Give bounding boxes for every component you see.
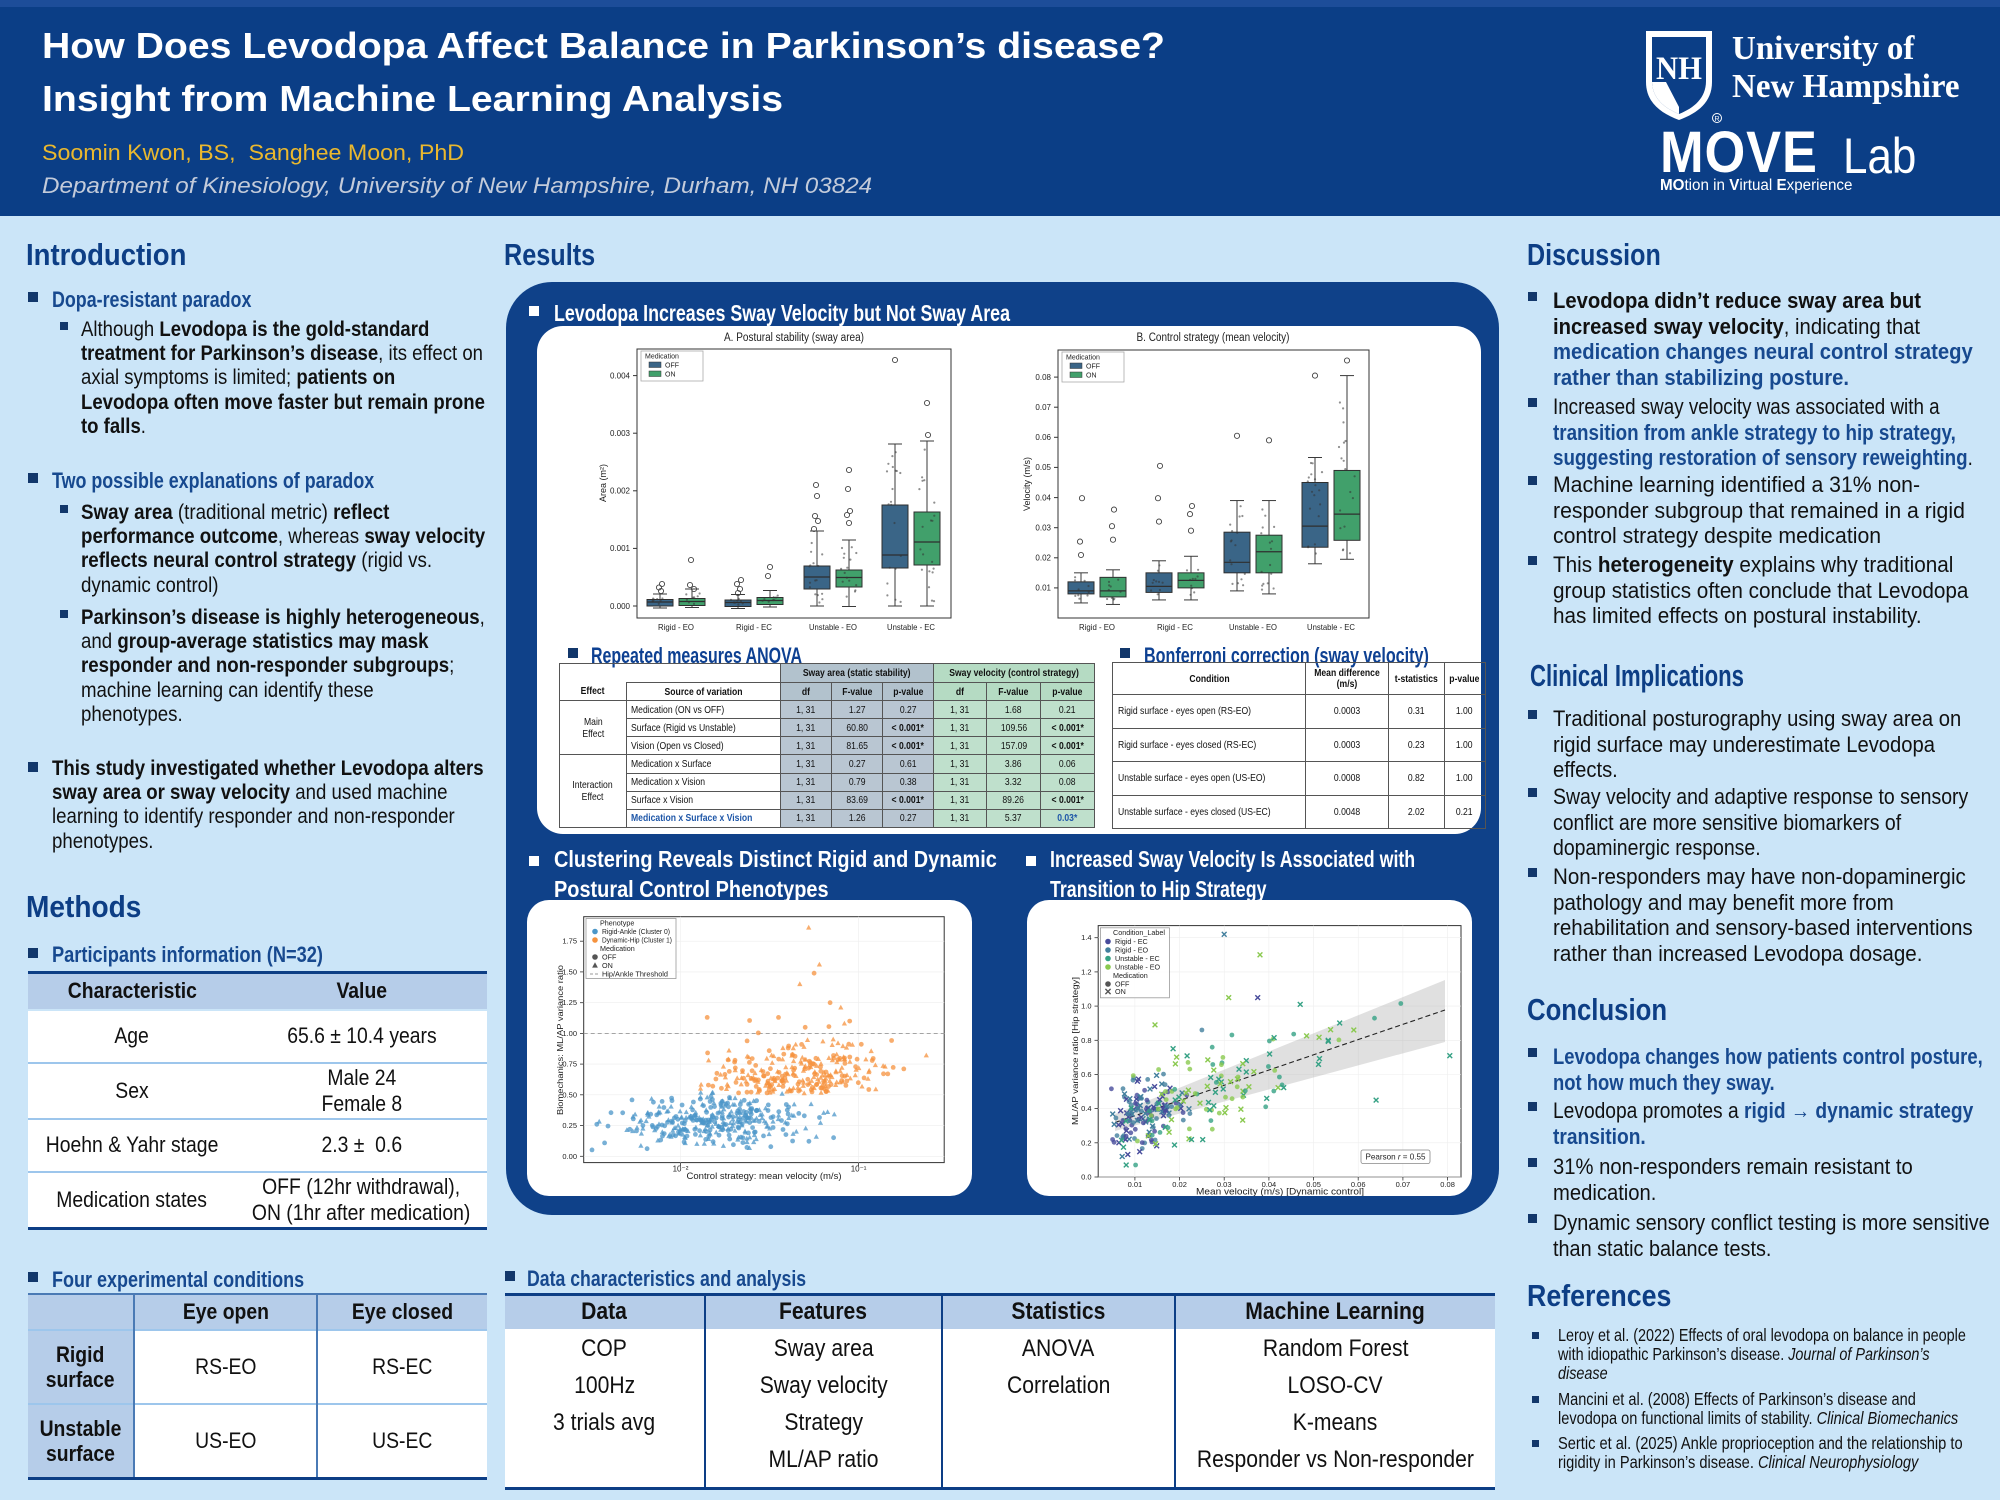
svg-text:Unstable - EC: Unstable - EC xyxy=(887,622,935,632)
svg-text:B. Control strategy (mean velo: B. Control strategy (mean velocity) xyxy=(1137,332,1290,344)
svg-text:ON: ON xyxy=(1115,987,1126,996)
svg-text:10⁻²: 10⁻² xyxy=(673,1165,689,1174)
svg-text:0.03: 0.03 xyxy=(1217,1180,1232,1189)
svg-text:0.04: 0.04 xyxy=(1035,493,1051,502)
svg-text:0.002: 0.002 xyxy=(610,487,631,496)
svg-text:ON: ON xyxy=(602,961,613,970)
svg-text:OFF: OFF xyxy=(602,953,617,962)
svg-text:Rigid-Ankle (Cluster 0): Rigid-Ankle (Cluster 0) xyxy=(602,927,670,936)
svg-text:0.000: 0.000 xyxy=(610,602,631,611)
svg-text:Biomechanics: ML/AP variance r: Biomechanics: ML/AP variance ratio xyxy=(555,965,565,1115)
svg-text:Mean velocity (m/s) [Dynamic c: Mean velocity (m/s) [Dynamic control] xyxy=(1196,1187,1364,1197)
svg-text:0.04: 0.04 xyxy=(1262,1180,1277,1189)
svg-text:10⁻¹: 10⁻¹ xyxy=(851,1165,867,1174)
svg-text:0.00: 0.00 xyxy=(562,1152,577,1161)
svg-text:0.01: 0.01 xyxy=(1035,584,1051,593)
svg-text:Medication: Medication xyxy=(1113,971,1148,980)
svg-text:0.01: 0.01 xyxy=(1128,1180,1143,1189)
svg-text:ON: ON xyxy=(1086,373,1097,380)
svg-text:Medication: Medication xyxy=(600,944,635,953)
svg-text:0.06: 0.06 xyxy=(1035,433,1051,442)
svg-text:0.07: 0.07 xyxy=(1396,1180,1411,1189)
svg-text:Hip/Ankle Threshold: Hip/Ankle Threshold xyxy=(602,970,668,979)
svg-text:0.2: 0.2 xyxy=(1081,1138,1091,1147)
svg-text:Rigid - EO: Rigid - EO xyxy=(1115,946,1149,955)
svg-text:0.08: 0.08 xyxy=(1440,1180,1455,1189)
svg-text:0.003: 0.003 xyxy=(610,429,631,438)
svg-text:OFF: OFF xyxy=(665,363,679,370)
svg-text:OFF: OFF xyxy=(1115,980,1130,989)
svg-text:1.50: 1.50 xyxy=(562,967,577,976)
svg-text:0.4: 0.4 xyxy=(1081,1104,1091,1113)
svg-text:0.75: 0.75 xyxy=(562,1060,577,1069)
svg-text:1.00: 1.00 xyxy=(562,1029,577,1038)
svg-text:0.02: 0.02 xyxy=(1035,554,1051,563)
svg-text:Dynamic-Hip (Cluster 1): Dynamic-Hip (Cluster 1) xyxy=(602,936,672,945)
svg-text:0.02: 0.02 xyxy=(1172,1180,1187,1189)
svg-text:0.6: 0.6 xyxy=(1081,1070,1091,1079)
svg-text:0.08: 0.08 xyxy=(1035,373,1051,382)
svg-text:Unstable - EC: Unstable - EC xyxy=(1307,622,1355,632)
svg-text:Condition_Label: Condition_Label xyxy=(1113,928,1165,937)
svg-text:0.03: 0.03 xyxy=(1035,524,1051,533)
svg-text:Rigid - EC: Rigid - EC xyxy=(1157,622,1193,632)
svg-text:0.05: 0.05 xyxy=(1306,1180,1321,1189)
svg-text:0.50: 0.50 xyxy=(562,1090,577,1099)
svg-text:Unstable - EO: Unstable - EO xyxy=(1115,963,1161,972)
svg-text:Pearson r = 0.55: Pearson r = 0.55 xyxy=(1366,1152,1426,1162)
svg-text:Rigid - EC: Rigid - EC xyxy=(1115,937,1148,946)
svg-text:ON: ON xyxy=(665,372,676,379)
svg-text:Medication: Medication xyxy=(1066,355,1100,362)
svg-text:Phenotype: Phenotype xyxy=(600,919,634,928)
svg-text:0.001: 0.001 xyxy=(610,544,631,553)
svg-text:Rigid - EC: Rigid - EC xyxy=(736,622,772,632)
svg-text:Control strategy: mean velocit: Control strategy: mean velocity (m/s) xyxy=(687,1171,842,1181)
svg-text:1.25: 1.25 xyxy=(562,998,577,1007)
svg-text:Unstable - EC: Unstable - EC xyxy=(1115,954,1160,963)
svg-text:Unstable - EO: Unstable - EO xyxy=(809,622,857,632)
svg-text:0.004: 0.004 xyxy=(610,371,631,380)
svg-text:Area (m²): Area (m²) xyxy=(598,464,608,502)
svg-text:ML/AP variance ratio [Hip stra: ML/AP variance ratio [Hip strategy] xyxy=(1070,977,1080,1125)
svg-text:1.0: 1.0 xyxy=(1081,1002,1091,1011)
svg-text:0.25: 0.25 xyxy=(562,1121,577,1130)
svg-text:R: R xyxy=(1714,116,1719,123)
svg-text:0.0: 0.0 xyxy=(1081,1173,1091,1182)
svg-text:1.4: 1.4 xyxy=(1081,933,1091,942)
svg-text:Unstable - EO: Unstable - EO xyxy=(1229,622,1277,632)
svg-text:NH: NH xyxy=(1656,51,1702,87)
svg-text:0.8: 0.8 xyxy=(1081,1036,1091,1045)
svg-text:0.05: 0.05 xyxy=(1035,463,1051,472)
svg-text:Rigid - EO: Rigid - EO xyxy=(1079,622,1115,632)
svg-text:A. Postural stability (sway ar: A. Postural stability (sway area) xyxy=(724,332,864,344)
svg-text:Velocity (m/s): Velocity (m/s) xyxy=(1022,457,1032,511)
svg-text:Medication: Medication xyxy=(645,354,679,361)
svg-text:1.2: 1.2 xyxy=(1081,967,1091,976)
svg-text:0.07: 0.07 xyxy=(1035,403,1051,412)
svg-text:1.75: 1.75 xyxy=(562,937,577,946)
svg-text:0.06: 0.06 xyxy=(1351,1180,1366,1189)
svg-text:OFF: OFF xyxy=(1086,364,1100,371)
svg-text:Rigid - EO: Rigid - EO xyxy=(658,622,694,632)
